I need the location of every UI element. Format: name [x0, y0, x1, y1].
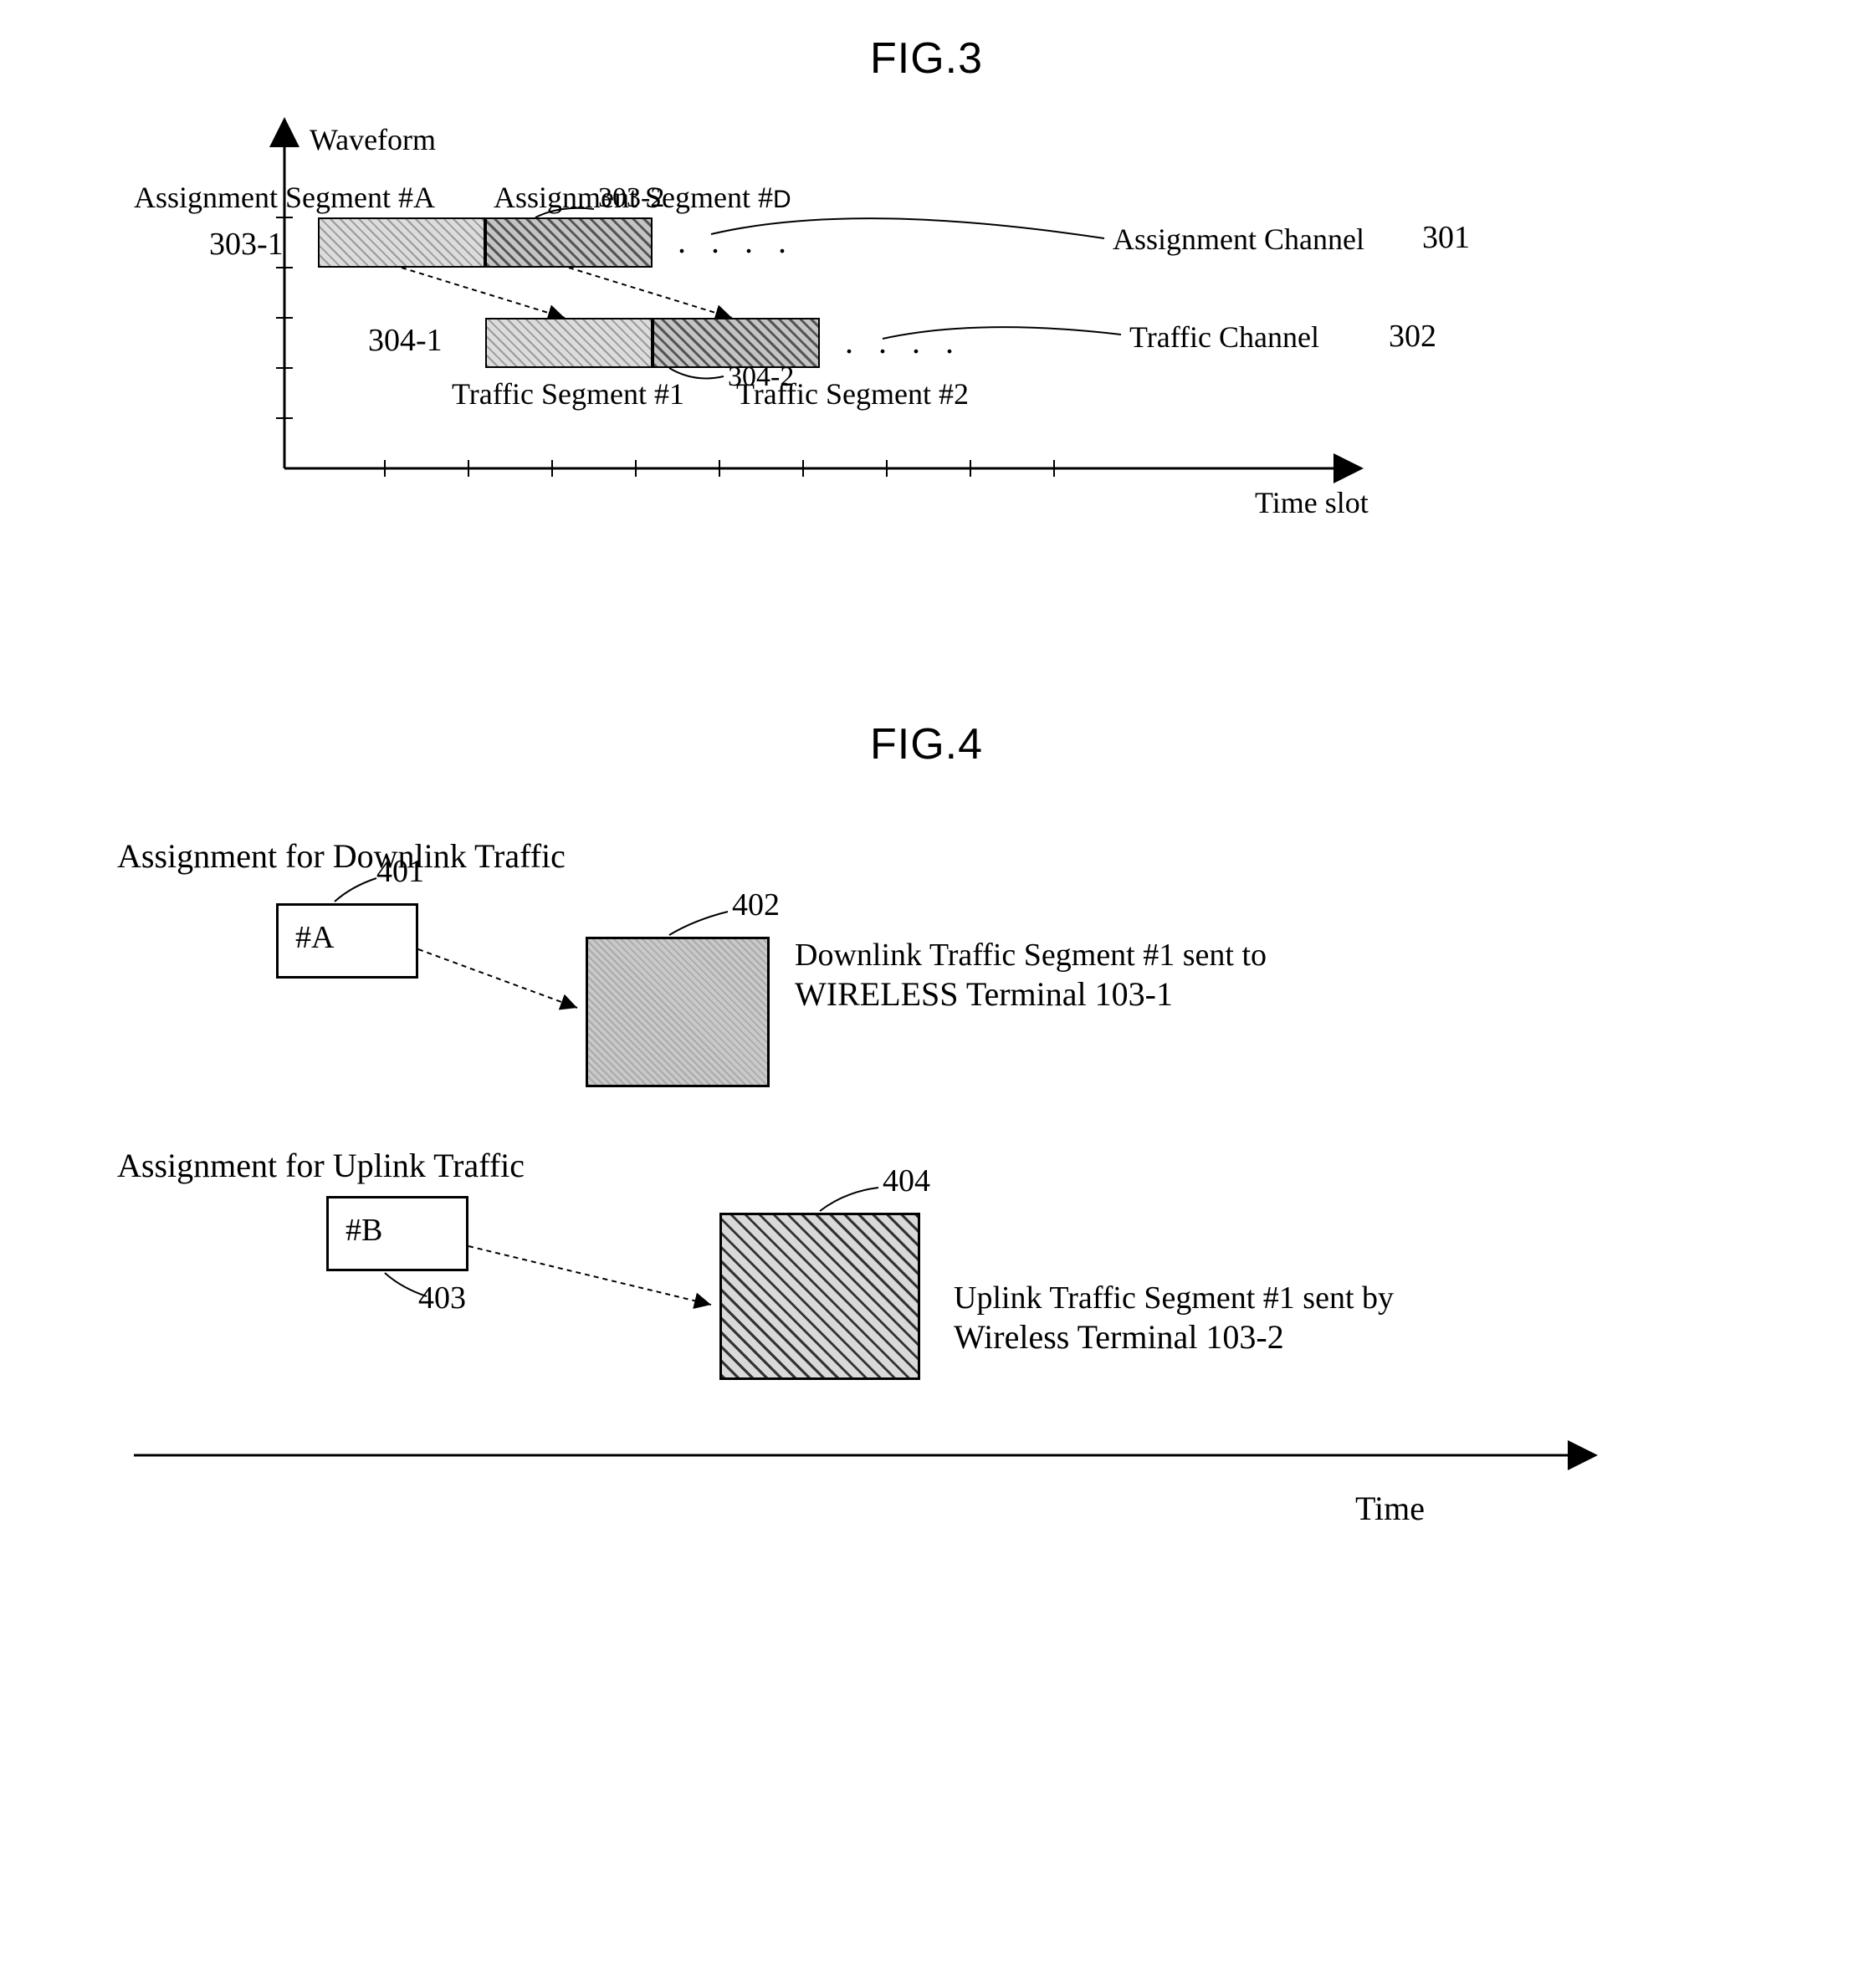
assignment-segment-a	[318, 217, 485, 268]
downlink-title: Assignment for Downlink Traffic	[117, 836, 566, 876]
ref-301: 301	[1422, 219, 1470, 256]
traffic-dots: . . . .	[845, 322, 962, 361]
box-a-label: #A	[279, 906, 351, 969]
y-axis-label: Waveform	[310, 122, 436, 157]
fig4-title: FIG.4	[17, 719, 1836, 769]
figure-4: FIG.4 Assi	[17, 719, 1836, 1556]
ref-303-2: 303-2	[598, 182, 664, 214]
ref-401: 401	[376, 853, 424, 890]
uplink-title: Assignment for Uplink Traffic	[117, 1146, 525, 1185]
figure-3: FIG.3	[17, 33, 1836, 552]
traffic-seg2-label: Traffic Segment #2	[736, 376, 969, 411]
traffic-seg1-label: Traffic Segment #1	[452, 376, 684, 411]
ref-304-1: 304-1	[368, 322, 443, 359]
ref-302: 302	[1389, 318, 1436, 355]
uplink-text-line1: Uplink Traffic Segment #1 sent by	[954, 1280, 1394, 1316]
fig4-plot-area: Assignment for Downlink Traffic #A 401 4…	[67, 803, 1656, 1556]
ref-402: 402	[732, 887, 780, 923]
traffic-channel-label: Traffic Channel	[1129, 319, 1319, 355]
box-b: #B	[326, 1196, 468, 1271]
ref-403: 403	[418, 1280, 466, 1316]
assignment-segment-b	[485, 217, 653, 268]
segment-a-label: Assignment Segment #A	[134, 180, 435, 215]
box-b-label: #B	[329, 1198, 399, 1262]
time-axis-label: Time	[1355, 1489, 1425, 1528]
ref-303-1: 303-1	[209, 226, 284, 263]
assignment-channel-label: Assignment Channel	[1113, 222, 1364, 257]
downlink-text-line2: WIRELESS Terminal 103-1	[795, 974, 1173, 1014]
fig3-title: FIG.3	[17, 33, 1836, 84]
uplink-traffic-segment	[719, 1213, 920, 1380]
traffic-segment-2	[653, 318, 820, 368]
downlink-text-line1: Downlink Traffic Segment #1 sent to	[795, 937, 1267, 974]
downlink-traffic-segment	[586, 937, 770, 1087]
traffic-segment-1	[485, 318, 653, 368]
ref-404: 404	[883, 1163, 930, 1199]
segment-b-hand-part: D	[773, 186, 792, 213]
fig3-plot-area: . . . . . . . . Waveform Assignment Segm…	[100, 117, 1606, 552]
uplink-text-line2: Wireless Terminal 103-2	[954, 1317, 1284, 1357]
assignment-dots: . . . .	[678, 222, 795, 261]
box-a: #A	[276, 903, 418, 979]
x-axis-label: Time slot	[1255, 485, 1369, 520]
